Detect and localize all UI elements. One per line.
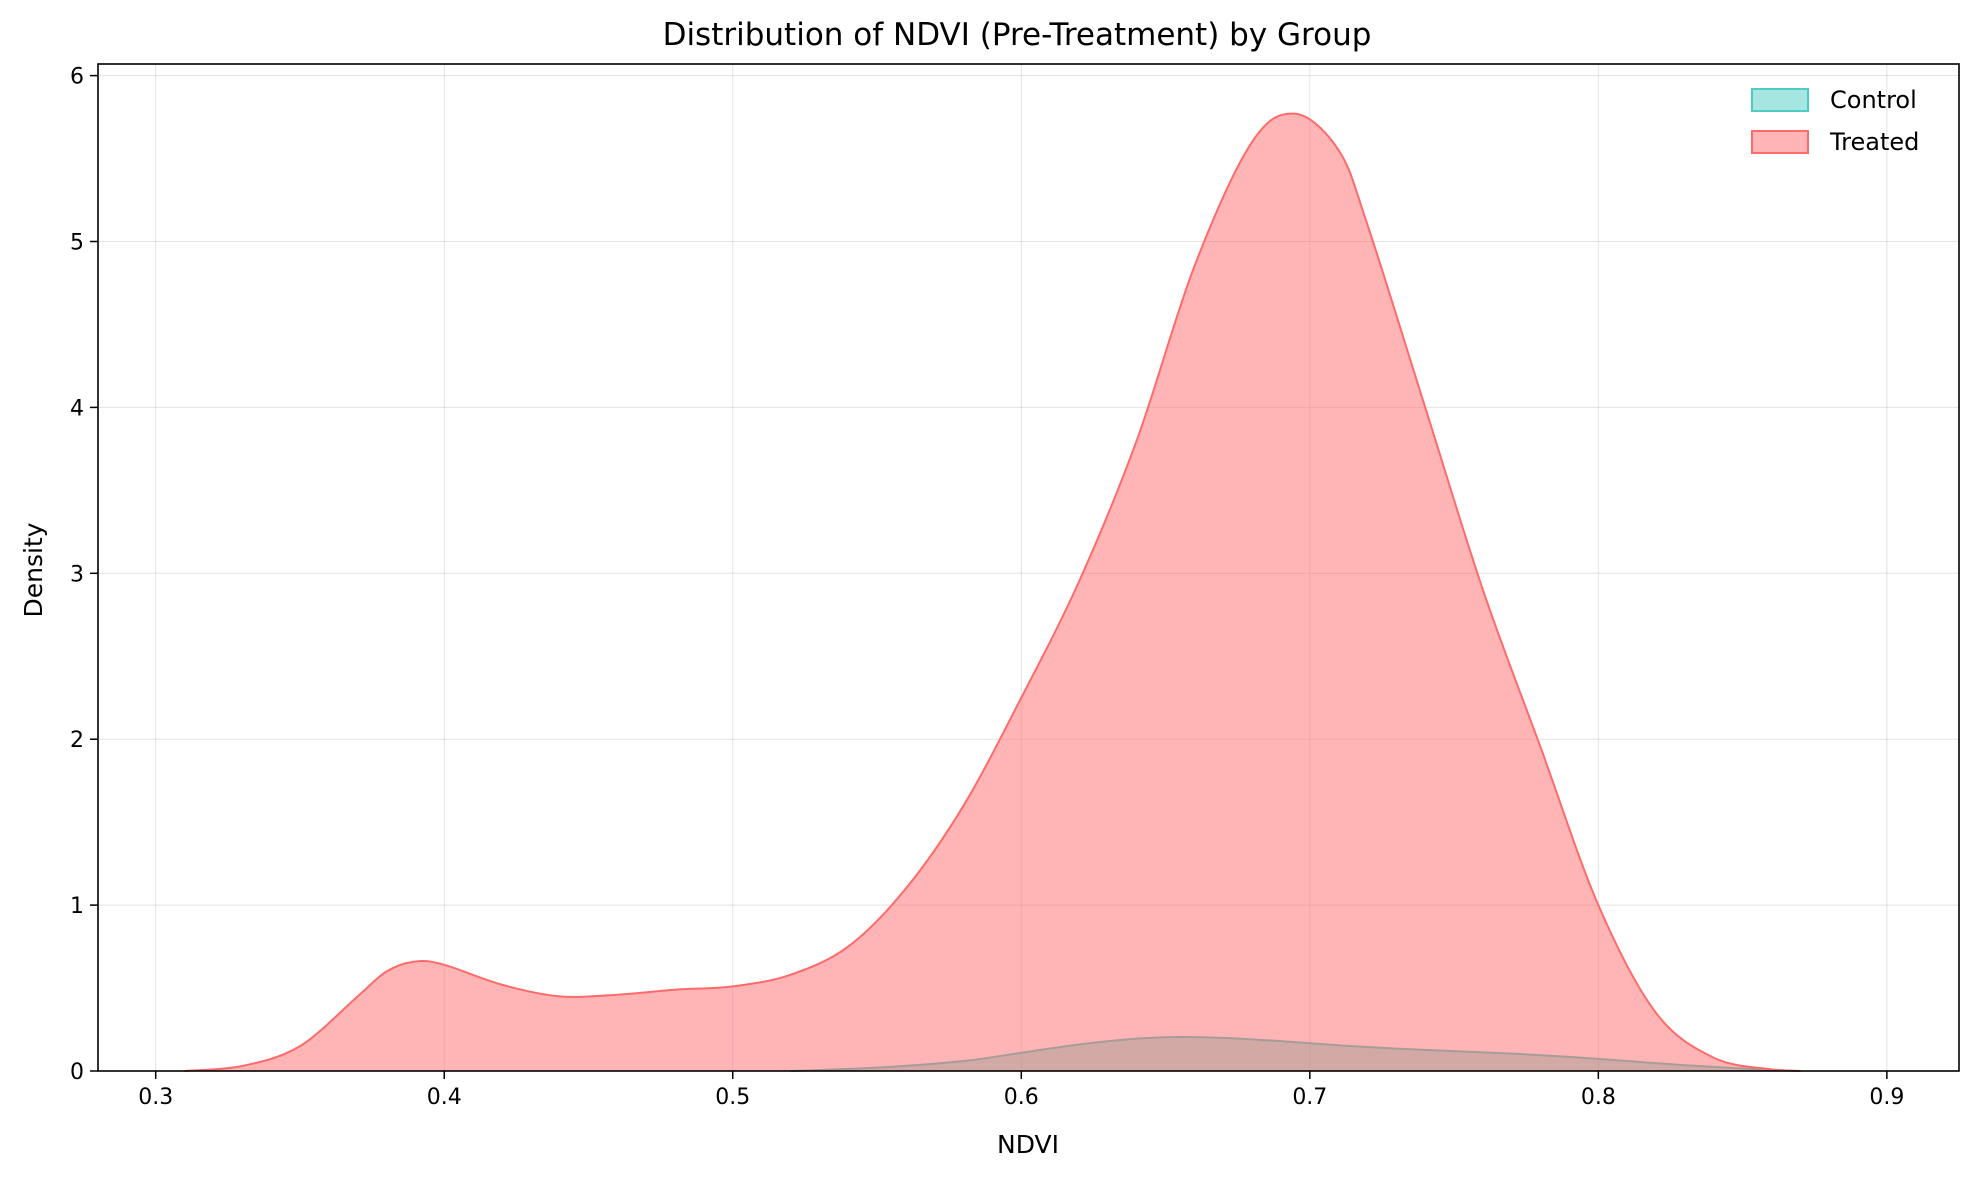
x-axis: 0.3 0.4 0.5 0.6 0.7 0.8 0.9 <box>138 1071 1904 1110</box>
legend-label-treated: Treated <box>1829 128 1919 156</box>
y-tick-label-0: 0 <box>70 1060 84 1085</box>
y-axis: 0 1 2 3 4 5 6 <box>70 65 98 1085</box>
treated-density-fill <box>184 113 1801 1072</box>
y-tick-label-2: 2 <box>70 728 84 753</box>
x-tick-label-3: 0.6 <box>1004 1085 1039 1110</box>
legend-swatch-treated <box>1751 130 1809 154</box>
treated-density-line <box>184 112 1801 1072</box>
plot-frame <box>97 63 1960 1072</box>
legend: Control Treated <box>1751 86 1919 156</box>
x-tick-label-4: 0.7 <box>1292 1085 1327 1110</box>
x-tick-label-5: 0.8 <box>1581 1085 1616 1110</box>
legend-label-control: Control <box>1830 86 1917 114</box>
grid <box>98 64 1959 1072</box>
y-tick-label-6: 6 <box>70 65 84 90</box>
chart-title: Distribution of NDVI (Pre-Treatment) by … <box>663 17 1372 53</box>
y-tick-label-3: 3 <box>70 562 84 587</box>
x-tick-label-6: 0.9 <box>1869 1085 1904 1110</box>
x-axis-title: NDVI <box>997 1130 1059 1159</box>
x-tick-label-0: 0.3 <box>138 1085 173 1110</box>
x-tick-label-1: 0.4 <box>427 1085 462 1110</box>
density-areas <box>184 112 1801 1072</box>
legend-swatch-control <box>1751 88 1809 112</box>
y-axis-title: Density <box>19 522 48 617</box>
y-tick-label-4: 4 <box>70 396 84 421</box>
y-tick-label-5: 5 <box>70 231 84 256</box>
x-tick-label-2: 0.5 <box>715 1085 750 1110</box>
y-tick-label-1: 1 <box>70 894 84 919</box>
